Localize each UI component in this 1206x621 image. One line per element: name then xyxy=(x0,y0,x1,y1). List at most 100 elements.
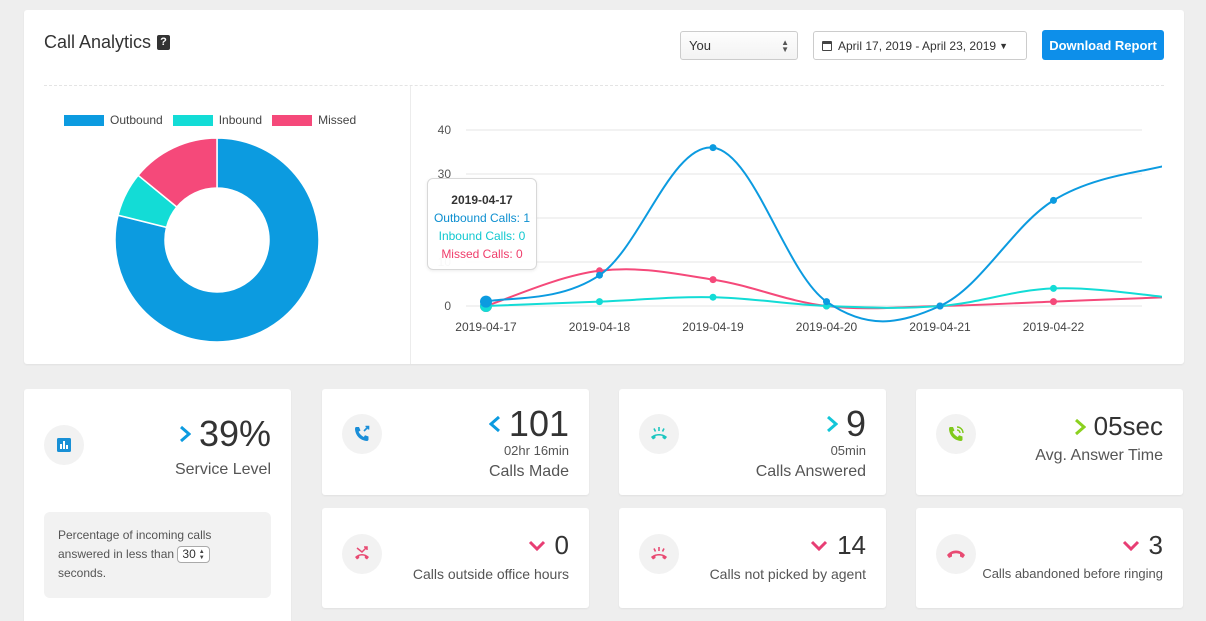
page-title: Call Analytics xyxy=(44,32,152,52)
chart-tooltip: 2019-04-17 Outbound Calls: 1 Inbound Cal… xyxy=(427,178,537,270)
ringing-phone-icon xyxy=(949,426,964,441)
calls-answered-icon-wrap xyxy=(639,414,679,454)
caret-down-icon: ▼ xyxy=(999,40,1009,51)
missed-call-icon xyxy=(355,546,369,560)
stepper-arrows-icon: ▲ ▼ xyxy=(198,548,205,561)
chevron-down-icon xyxy=(527,539,547,553)
legend-swatch-missed xyxy=(272,114,313,126)
avg-answer-metric: 05sec xyxy=(1074,411,1163,442)
avg-answer-value: 05sec xyxy=(1093,411,1163,441)
donut-slice-outbound xyxy=(114,137,320,343)
call-analytics-panel: Call Analytics ? You ▲ ▼ April 17, 2019 -… xyxy=(24,10,1184,364)
question-icon[interactable]: ? xyxy=(157,35,171,50)
legend-label-missed: Missed xyxy=(318,113,357,127)
tooltip-outbound: Outbound Calls: 1 xyxy=(433,211,531,225)
abandoned-metric: 3 xyxy=(1121,530,1163,561)
sl-desc-line2: answered in less than xyxy=(58,547,175,561)
date-range-picker[interactable]: April 17, 2019 - April 23, 2019 ▼ xyxy=(813,31,1027,60)
x-tick-label: 2019-04-22 xyxy=(1023,320,1085,334)
calls-answered-duration: 05min xyxy=(830,443,866,458)
date-range-value: April 17, 2019 - April 23, 2019 xyxy=(838,38,997,53)
service-level-metric: 39% xyxy=(179,413,271,455)
x-tick-label: 2019-04-17 xyxy=(455,320,517,334)
abandoned-label: Calls abandoned before ringing xyxy=(982,566,1163,581)
chart-divider xyxy=(410,86,411,364)
outside-hours-icon-wrap xyxy=(342,534,382,574)
calls-made-label: Calls Made xyxy=(488,463,569,480)
outside-hours-metric: 0 xyxy=(527,530,569,561)
not-picked-metric: 14 xyxy=(809,530,866,561)
calls-made-card: 101 02hr 16min Calls Made xyxy=(322,389,589,495)
answered-call-icon xyxy=(651,427,667,440)
data-point-inbound-calls xyxy=(709,293,717,301)
legend-item-missed[interactable]: Missed xyxy=(272,113,356,127)
calls-made-icon-wrap xyxy=(342,414,382,454)
data-point-inbound-calls xyxy=(1050,284,1057,292)
calendar-icon xyxy=(822,40,832,51)
chevron-up-icon xyxy=(826,414,838,434)
avg-answer-time-card: 05sec Avg. Answer Time xyxy=(916,389,1183,495)
legend-swatch-outbound xyxy=(64,114,104,126)
threshold-value: 30 xyxy=(182,547,196,562)
not-picked-value: 14 xyxy=(837,530,866,560)
calls-answered-metric: 9 xyxy=(826,403,866,445)
x-tick-label: 2019-04-19 xyxy=(682,320,744,334)
abandoned-icon-wrap xyxy=(936,534,976,574)
data-point-outbound-calls xyxy=(1050,196,1057,204)
tooltip-inbound: Inbound Calls: 0 xyxy=(438,229,526,243)
data-point-missed-calls xyxy=(709,276,717,284)
outside-hours-label: Calls outside office hours xyxy=(412,566,569,582)
outside-hours-card: 0 Calls outside office hours xyxy=(322,508,589,608)
not-picked-icon-wrap xyxy=(639,534,679,574)
avg-answer-icon-wrap xyxy=(936,414,976,454)
outside-hours-value: 0 xyxy=(554,530,569,560)
chevron-up-icon xyxy=(179,424,191,444)
legend-label-inbound: Inbound xyxy=(218,113,263,127)
not-picked-label: Calls not picked by agent xyxy=(709,566,866,582)
outgoing-call-icon xyxy=(355,425,370,441)
donut-legend: Outbound Inbound Missed xyxy=(64,113,356,127)
threshold-stepper[interactable]: 30 ▲ ▼ xyxy=(177,546,210,564)
x-tick-label: 2019-04-20 xyxy=(796,320,858,334)
legend-label-outbound: Outbound xyxy=(110,113,163,127)
data-point-missed-calls xyxy=(1050,298,1057,306)
chevron-left-icon xyxy=(488,414,501,434)
legend-item-inbound[interactable]: Inbound xyxy=(172,113,263,127)
not-picked-card: 14 Calls not picked by agent xyxy=(619,508,886,608)
tooltip-date: 2019-04-17 xyxy=(451,193,513,207)
tooltip-missed: Missed Calls: 0 xyxy=(441,247,523,261)
calls-answered-card: 9 05min Calls Answered xyxy=(619,389,886,495)
calls-made-value: 101 xyxy=(508,403,569,444)
service-level-icon-wrap xyxy=(44,425,84,465)
panel-title: Call Analytics ? xyxy=(44,32,171,53)
chevron-up-icon xyxy=(1074,417,1086,437)
x-tick-label: 2019-04-18 xyxy=(569,320,631,334)
data-point-outbound-calls xyxy=(823,298,830,306)
donut-chart xyxy=(114,137,320,343)
service-level-label: Service Level xyxy=(174,461,271,478)
user-select-value: You xyxy=(689,38,711,53)
unanswered-call-icon xyxy=(651,547,667,560)
calls-answered-value: 9 xyxy=(845,403,866,444)
legend-item-outbound[interactable]: Outbound xyxy=(64,113,163,127)
x-tick-label: 2019-04-21 xyxy=(909,320,971,334)
download-report-button[interactable]: Download Report xyxy=(1042,30,1164,60)
y-tick-label: 0 xyxy=(444,299,451,313)
sl-desc-line3: seconds. xyxy=(58,566,107,580)
sl-desc-line2-row: answered in less than 30 ▲ ▼ xyxy=(58,545,257,564)
sl-desc-line1: Percentage of incoming calls xyxy=(58,528,212,542)
user-select[interactable]: You ▲ ▼ xyxy=(680,31,798,60)
data-point-outbound-calls xyxy=(709,144,717,152)
abandoned-value: 3 xyxy=(1148,530,1163,560)
calls-answered-label: Calls Answered xyxy=(755,463,866,480)
calls-made-metric: 101 xyxy=(488,403,569,445)
calls-made-duration: 02hr 16min xyxy=(503,443,569,458)
y-tick-label: 40 xyxy=(438,123,452,137)
data-point-outbound-calls xyxy=(480,295,492,308)
bar-chart-icon xyxy=(57,438,71,452)
header-divider xyxy=(44,85,1164,86)
service-level-description: Percentage of incoming calls answered in… xyxy=(44,512,271,598)
avg-answer-label: Avg. Answer Time xyxy=(1035,447,1163,464)
hangup-icon xyxy=(947,550,965,558)
donut-slice-missed xyxy=(137,137,218,209)
